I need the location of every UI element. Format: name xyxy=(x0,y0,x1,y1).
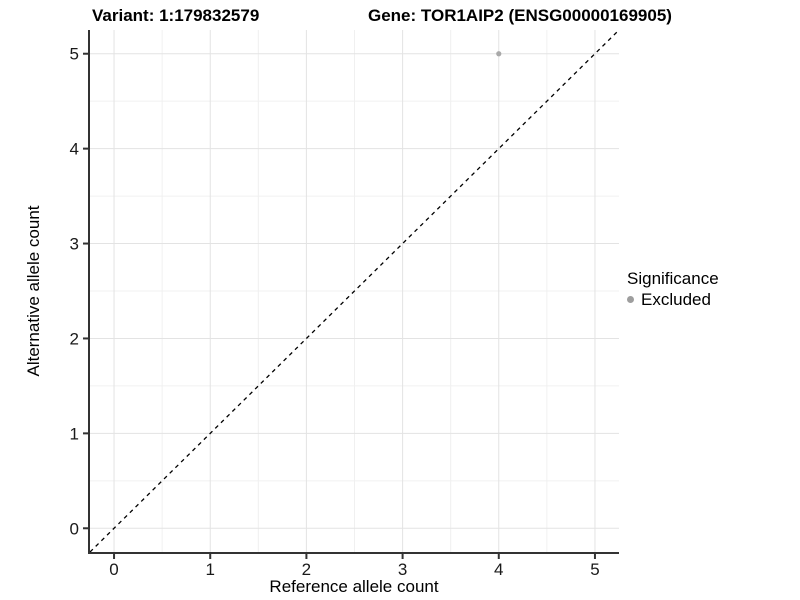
y-tick-label: 5 xyxy=(70,45,79,64)
axis-ticks xyxy=(83,52,596,559)
gene-title: Gene: TOR1AIP2 (ENSG00000169905) xyxy=(368,6,672,25)
y-tick-label: 1 xyxy=(70,424,79,443)
x-tick-label: 3 xyxy=(398,560,407,579)
legend: Significance Excluded xyxy=(627,268,719,310)
y-tick-label: 2 xyxy=(70,329,79,348)
y-tick-label: 4 xyxy=(70,140,79,159)
legend-item-excluded: Excluded xyxy=(627,289,719,310)
x-tick-label: 5 xyxy=(590,560,599,579)
excluded-point-icon xyxy=(627,296,634,303)
x-tick-label: 0 xyxy=(109,560,118,579)
y-tick-label: 0 xyxy=(70,519,79,538)
data-point xyxy=(496,51,502,57)
identity-line xyxy=(89,29,620,553)
tick-labels: 0 1 2 3 4 5 0 1 2 3 4 5 xyxy=(70,45,600,579)
grid-major xyxy=(90,30,619,552)
legend-title: Significance xyxy=(627,269,719,288)
x-axis-title: Reference allele count xyxy=(269,577,439,596)
y-axis-title: Alternative allele count xyxy=(24,205,43,377)
x-tick-label: 4 xyxy=(494,560,503,579)
y-tick-label: 3 xyxy=(70,235,79,254)
legend-item-label: Excluded xyxy=(641,290,711,309)
x-tick-label: 2 xyxy=(302,560,311,579)
x-tick-label: 1 xyxy=(205,560,214,579)
variant-title: Variant: 1:179832579 xyxy=(92,6,260,25)
